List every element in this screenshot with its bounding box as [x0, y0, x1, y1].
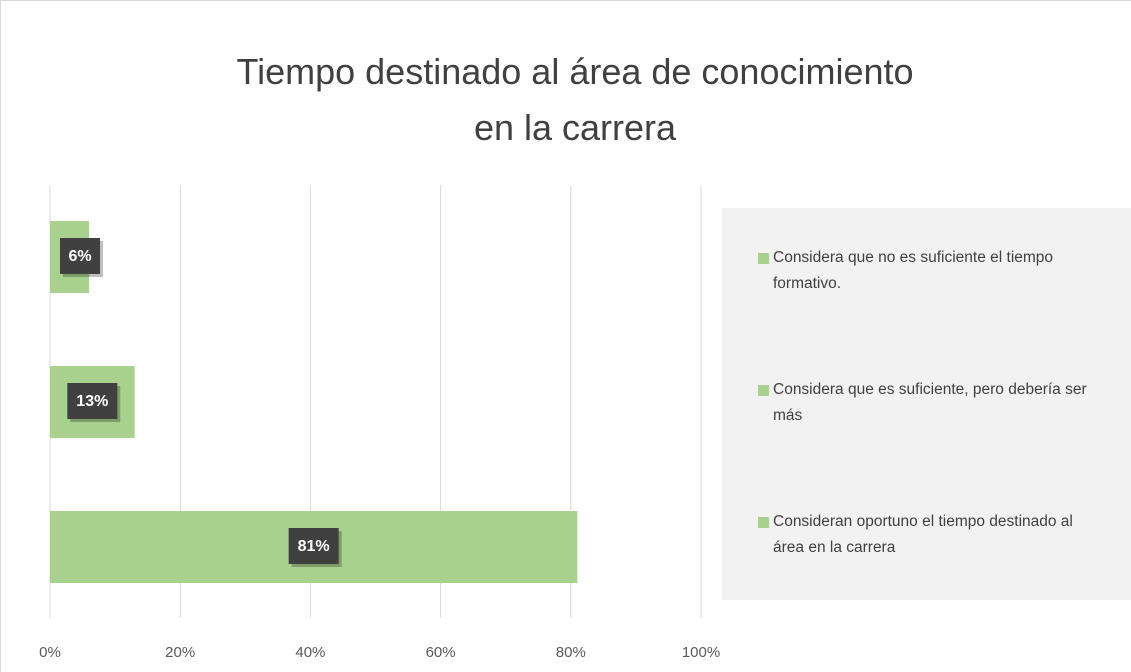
x-tick-label: 20%: [165, 644, 195, 661]
legend-label: Considera que es suficiente, pero deberí…: [773, 381, 1087, 424]
x-tick-label: 60%: [426, 644, 456, 661]
x-tick-label: 80%: [556, 644, 586, 661]
legend-swatch: [758, 385, 769, 396]
legend-swatch: [758, 517, 769, 528]
legend-entry: Considera que es suficiente, pero deberí…: [758, 377, 1098, 429]
chart-title: Tiempo destinado al área de conocimiento…: [236, 51, 914, 148]
x-tick-label: 40%: [295, 644, 325, 661]
data-label-box: [60, 238, 100, 274]
data-label: 6%: [68, 248, 91, 265]
data-label: 81%: [298, 538, 330, 555]
legend-entry: Considera que no es suficiente el tiempo…: [758, 245, 1098, 297]
legend: Considera que no es suficiente el tiempo…: [722, 208, 1131, 600]
data-label-box: [288, 528, 339, 564]
legend-entry: Consideran oportuno el tiempo destinado …: [758, 509, 1098, 561]
data-label: 13%: [76, 393, 108, 410]
x-tick-label: 0%: [39, 644, 61, 661]
legend-swatch: [758, 253, 769, 264]
x-tick-label: 100%: [682, 644, 720, 661]
legend-label: Considera que no es suficiente el tiempo…: [773, 249, 1054, 292]
data-label-box: [67, 383, 118, 419]
legend-label: Consideran oportuno el tiempo destinado …: [773, 513, 1073, 556]
